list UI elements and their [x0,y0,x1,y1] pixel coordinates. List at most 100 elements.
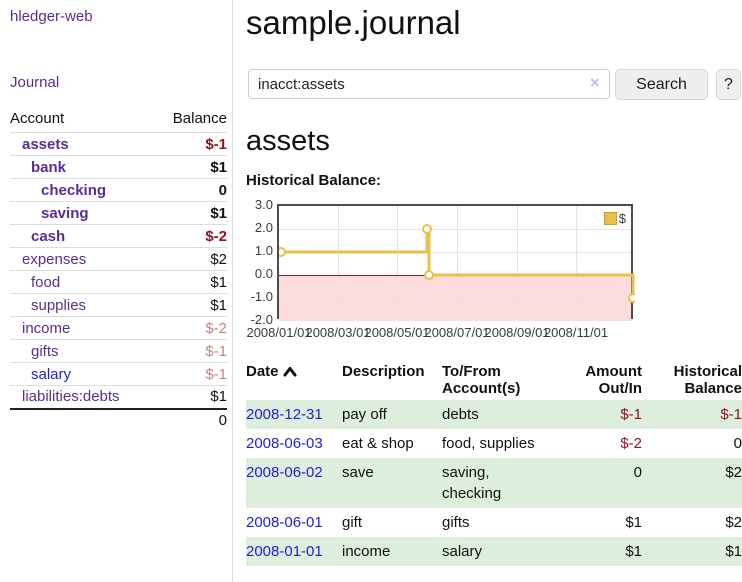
transaction-balance: $2 [725,464,742,481]
account-link-bank[interactable]: bank [31,158,67,176]
account-balance: $1 [155,270,227,294]
transaction-balance: $-1 [720,406,742,423]
account-balance: $-2 [155,316,227,340]
account-link-supplies[interactable]: supplies [31,296,87,314]
accounts-header-balance: Balance [172,110,227,127]
account-row-salary: salary $-1 [10,362,227,386]
transaction-amount: $1 [625,514,642,531]
gridline [457,206,458,317]
gridline [576,206,577,317]
register-header-balance: Historical Balance [673,363,742,397]
account-balance: $2 [155,247,227,271]
transaction-description: eat & shop [342,435,414,452]
register-row: 2008-06-03 eat & shop food, supplies $-2… [246,429,742,458]
account-balance: $-1 [155,362,227,386]
register-row: 2008-01-01 income salary $1 $1 [246,537,742,566]
account-link-food[interactable]: food [31,273,61,291]
register-header-account: To/From Account(s) [442,363,521,397]
gridline [517,206,518,317]
transaction-balance: 0 [733,435,742,452]
legend-label: $ [618,211,626,226]
transaction-date-link[interactable]: 2008-01-01 [246,543,323,560]
gridline [397,206,398,317]
account-heading: assets [246,125,330,157]
account-link-cash[interactable]: cash [31,227,66,245]
account-row-supplies: supplies $1 [10,293,227,317]
accounts-header-account: Account [10,110,65,127]
search-input[interactable] [248,69,610,99]
transaction-amount: $-1 [620,406,642,423]
account-row-income: income $-2 [10,316,227,340]
x-tick: 2008/09/01 [484,325,550,340]
account-link-salary[interactable]: salary [31,365,72,383]
transaction-balance: $1 [725,543,742,560]
transaction-date-link[interactable]: 2008-12-31 [246,406,323,423]
transaction-description: gift [342,514,363,531]
transaction-accounts: debts [442,406,479,423]
transaction-description: pay off [342,406,387,423]
account-balance: $1 [155,155,227,179]
account-link-saving[interactable]: saving [41,204,89,222]
account-balance: $1 [155,201,227,225]
register-row: 2008-06-02 save saving, checking 0 $2 [246,458,742,508]
gridline [338,206,339,317]
brand-link[interactable]: hledger-web [10,8,93,25]
account-link-gifts[interactable]: gifts [31,342,59,360]
account-row-expenses: expenses $2 [10,247,227,271]
help-button[interactable]: ? [716,69,741,100]
transaction-amount: $1 [625,543,642,560]
y-tick: -1.0 [250,289,273,304]
account-balance: $-2 [155,224,227,248]
register-row: 2008-06-01 gift gifts $1 $2 [246,508,742,537]
balance-series-line [279,224,635,303]
transaction-date-link[interactable]: 2008-06-02 [246,464,323,481]
account-row-bank: bank $1 [10,155,227,179]
transaction-amount: 0 [633,464,642,481]
account-row-gifts: gifts $-1 [10,339,227,363]
transaction-accounts: gifts [442,514,470,531]
gridline [279,252,631,253]
chart-title: Historical Balance: [246,172,382,189]
account-link-expenses[interactable]: expenses [22,250,87,268]
page-title: sample.journal [246,4,461,41]
balance-chart: 3.0 2.0 1.0 0.0 -1.0 -2.0 [246,198,742,344]
sidebar-item-journal[interactable]: Journal [10,74,60,91]
account-row-checking: checking 0 [10,178,227,202]
register-row: 2008-12-31 pay off debts $-1 $-1 [246,400,742,429]
account-link-assets[interactable]: assets [22,135,69,153]
transaction-date-link[interactable]: 2008-06-03 [246,435,323,452]
account-link-checking[interactable]: checking [41,181,107,199]
account-balance: $1 [155,293,227,317]
account-row-food: food $1 [10,270,227,294]
transaction-accounts: food, supplies [442,435,535,452]
search-form: × Search ? [246,69,742,100]
sort-ascending-icon [283,364,297,381]
account-row-assets: assets $-1 [10,132,227,156]
account-row-saving: saving $1 [10,201,227,225]
search-button[interactable]: Search [615,69,708,100]
gridline [279,298,631,299]
account-balance: $-1 [155,339,227,363]
register-header-description: Description [342,363,425,380]
transaction-balance: $2 [725,514,742,531]
x-tick: 2008/07/01 [424,325,490,340]
account-balance: 0 [155,178,227,202]
chart-legend: $ [603,211,626,226]
gridline [279,229,631,230]
x-tick: 2008/03/01 [305,325,371,340]
account-row-liabilities-debts: liabilities:debts $1 [10,385,227,409]
account-balance: $-1 [155,132,227,156]
y-tick: 1.0 [254,243,273,258]
clear-search-icon[interactable]: × [590,73,600,92]
account-link-income[interactable]: income [22,319,71,337]
transaction-accounts: saving, checking [442,464,502,502]
transaction-accounts: salary [442,543,483,560]
sidebar: hledger-web Journal Account Balance asse… [0,0,233,582]
chart-plot-area: $ [277,204,635,321]
main-content: sample.journal × Search ? assets Histori… [246,0,742,566]
x-tick: 2008/11/01 [543,325,609,340]
transaction-date-link[interactable]: 2008-06-01 [246,514,323,531]
register-header-date[interactable]: Date [246,360,342,400]
account-link-liabilities-debts[interactable]: liabilities:debts [22,388,120,406]
y-tick: 0.0 [254,266,273,281]
